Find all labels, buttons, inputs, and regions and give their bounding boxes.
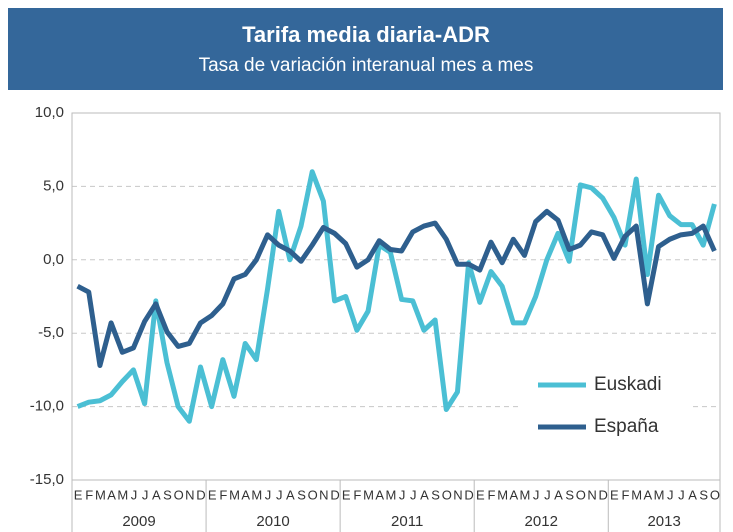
x-tick-label: A [241, 487, 250, 502]
y-tick-label: -10,0 [30, 398, 64, 415]
x-tick-label: E [342, 487, 351, 502]
x-tick-label: F [85, 487, 93, 502]
x-tick-label: E [610, 487, 619, 502]
year-label: 2013 [647, 513, 680, 530]
x-tick-label: F [353, 487, 361, 502]
x-tick-label: M [631, 487, 641, 502]
x-tick-label: A [554, 487, 563, 502]
y-tick-label: 0,0 [43, 251, 64, 268]
x-tick-label: M [95, 487, 105, 502]
x-tick-label: N [453, 487, 462, 502]
x-tick-label: E [74, 487, 83, 502]
x-tick-label: A [688, 487, 697, 502]
header-bar [8, 8, 723, 90]
x-tick-label: F [487, 487, 495, 502]
x-tick-label: N [185, 487, 194, 502]
x-tick-label: J [265, 487, 271, 502]
x-tick-label: D [330, 487, 339, 502]
x-tick-label: D [196, 487, 205, 502]
chart-title: Tarifa media diaria-ADR [242, 22, 490, 47]
x-tick-label: D [464, 487, 473, 502]
x-tick-label: S [699, 487, 708, 502]
series-line [76, 169, 717, 424]
x-tick-label: F [219, 487, 227, 502]
x-tick-label: J [410, 487, 416, 502]
x-tick-label: M [385, 487, 395, 502]
year-label: 2009 [122, 513, 155, 530]
legend-label: España [594, 416, 659, 437]
x-tick-label: M [363, 487, 373, 502]
plot-border [71, 112, 721, 481]
x-tick-label: S [163, 487, 172, 502]
y-tick-label: 5,0 [43, 177, 64, 194]
year-label: 2012 [525, 513, 558, 530]
x-tick-label: O [576, 487, 586, 502]
x-tick-label: O [442, 487, 452, 502]
x-tick-label: A [644, 487, 653, 502]
x-tick-label: J [533, 487, 539, 502]
x-tick-label: O [710, 487, 720, 502]
x-tick-label: A [509, 487, 518, 502]
x-tick-label: D [598, 487, 607, 502]
chart-subtitle: Tasa de variación interanual mes a mes [199, 55, 534, 76]
year-label: 2011 [391, 513, 423, 530]
x-tick-label: M [117, 487, 127, 502]
x-tick-label: J [544, 487, 550, 502]
x-tick-label: F [622, 487, 630, 502]
x-tick-label: E [476, 487, 485, 502]
legend-box [520, 365, 690, 451]
x-tick-label: M [654, 487, 664, 502]
x-tick-label: A [375, 487, 384, 502]
y-tick-label: -15,0 [30, 471, 64, 488]
series-line [76, 208, 717, 368]
x-tick-label: J [399, 487, 405, 502]
x-tick-label: E [208, 487, 217, 502]
x-tick-label: A [107, 487, 116, 502]
x-tick-label: J [678, 487, 684, 502]
x-tick-label: M [520, 487, 530, 502]
x-tick-label: M [251, 487, 261, 502]
x-tick-label: A [286, 487, 295, 502]
x-tick-label: O [308, 487, 318, 502]
y-tick-label: 10,0 [35, 104, 64, 121]
x-tick-label: N [319, 487, 328, 502]
x-tick-label: J [667, 487, 673, 502]
year-label: 2010 [256, 513, 289, 530]
x-tick-label: M [497, 487, 507, 502]
x-tick-label: M [229, 487, 239, 502]
x-tick-label: O [174, 487, 184, 502]
x-tick-label: J [131, 487, 137, 502]
x-tick-label: A [420, 487, 429, 502]
x-tick-label: S [431, 487, 440, 502]
x-tick-label: N [587, 487, 596, 502]
legend-label: Euskadi [594, 374, 662, 395]
y-tick-label: -5,0 [38, 324, 64, 341]
x-tick-label: S [565, 487, 574, 502]
x-tick-label: J [142, 487, 148, 502]
x-tick-label: S [297, 487, 306, 502]
x-tick-label: J [276, 487, 282, 502]
x-tick-label: A [152, 487, 161, 502]
